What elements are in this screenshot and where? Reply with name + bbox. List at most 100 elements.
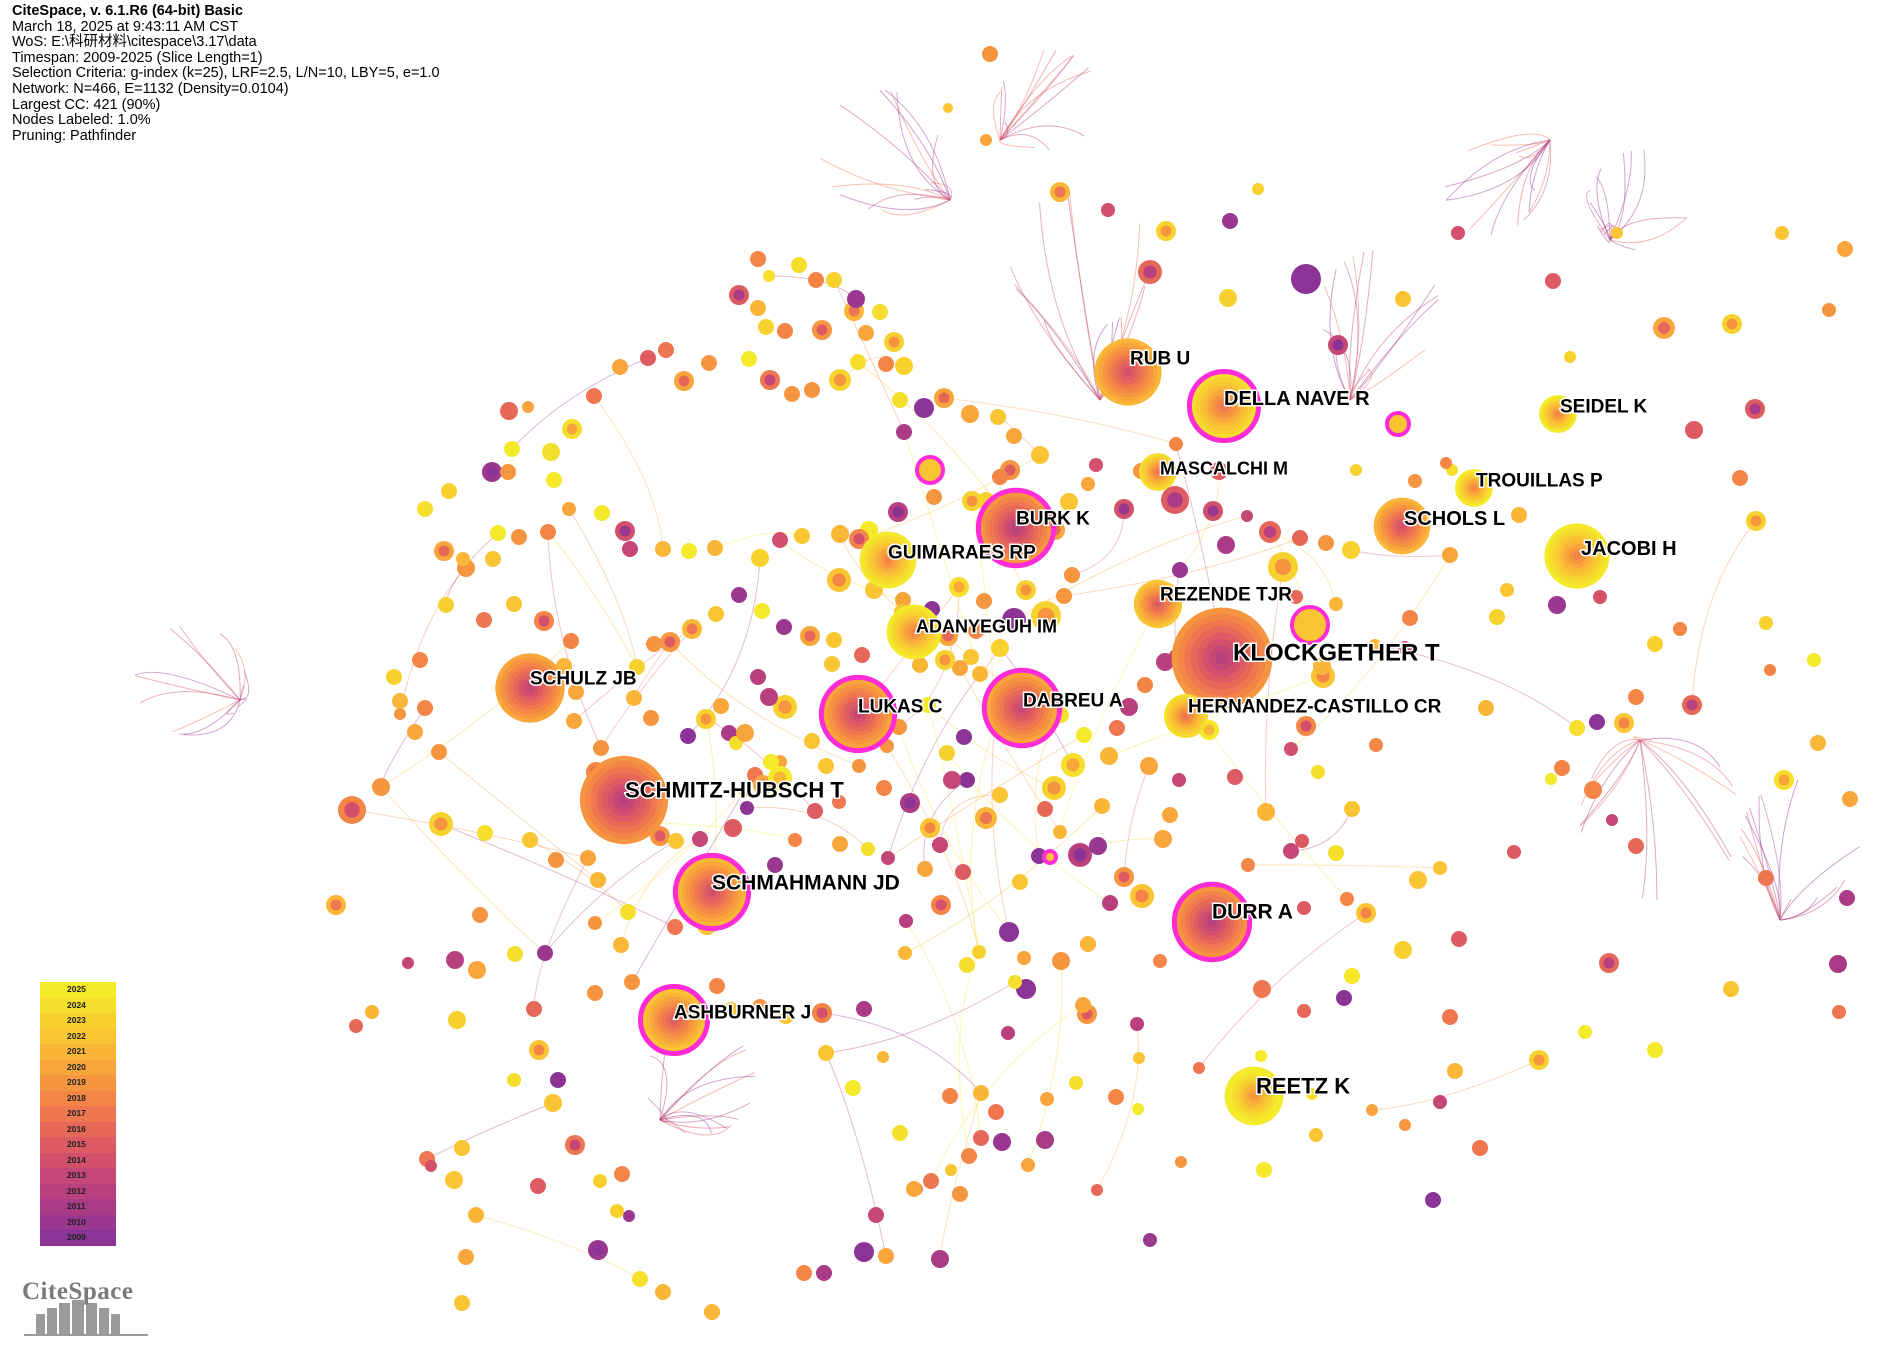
network-edge (1517, 139, 1551, 226)
network-node (1081, 477, 1095, 491)
network-node (1685, 421, 1703, 439)
network-node (826, 632, 842, 648)
network-node (456, 552, 470, 566)
node-burst-ring (975, 487, 1057, 569)
network-node (446, 951, 464, 969)
network-edge (1247, 864, 1441, 869)
node-label[interactable]: SCHOLS L (1403, 507, 1507, 532)
network-node (1100, 747, 1118, 765)
network-node (1318, 535, 1334, 551)
node-ring (853, 709, 863, 719)
node-label[interactable]: MASCALCHI M (1159, 457, 1290, 480)
node-burst-ring (1171, 881, 1253, 963)
network-node (1366, 1104, 1378, 1116)
network-node (1292, 530, 1308, 546)
network-node (562, 502, 576, 516)
network-edge (659, 1119, 732, 1136)
node-label[interactable]: KLOCKGETHER T (1232, 638, 1442, 668)
network-node (1021, 1158, 1035, 1172)
network-node (1017, 951, 1031, 965)
network-node (1012, 874, 1028, 890)
network-node-ring (853, 533, 865, 545)
network-edge (999, 125, 1085, 141)
legend-year-2021: 2021 (40, 1044, 116, 1060)
network-node (1832, 1005, 1846, 1019)
network-edge (999, 121, 1009, 141)
network-edge (1123, 765, 1150, 878)
network-edge (1639, 737, 1721, 768)
network-node-ring (918, 402, 930, 414)
network-node (431, 744, 447, 760)
node-label[interactable]: RUB U (1129, 347, 1192, 371)
network-node (945, 1164, 957, 1176)
network-node (895, 592, 911, 608)
node-label[interactable]: REZENDE TJR (1159, 583, 1294, 607)
network-node (763, 754, 779, 770)
network-node (906, 1181, 922, 1197)
node-label[interactable]: BURK K (1015, 507, 1092, 531)
node-label[interactable]: JACOBI H (1580, 537, 1679, 562)
network-node (1500, 583, 1514, 597)
node-label[interactable]: SCHMITZ-HUBSCH T (624, 776, 846, 804)
network-node (1329, 597, 1343, 611)
network-node (1257, 803, 1275, 821)
node-label[interactable]: ASHBURNER J (673, 1001, 813, 1025)
network-edge (659, 1119, 729, 1129)
network-node (504, 441, 520, 457)
network-node (613, 937, 629, 953)
network-node (1472, 1140, 1488, 1156)
network-edge (991, 722, 1010, 933)
node-label[interactable]: SEIDEL K (1559, 395, 1650, 419)
node-label[interactable]: ADANYEGUH IM (915, 615, 1059, 638)
node-label[interactable]: HERNANDEZ-CASTILLO CR (1187, 695, 1444, 719)
node-label[interactable]: DELLA NAVE R (1223, 387, 1372, 412)
network-edge (820, 158, 951, 201)
network-edge (659, 1045, 744, 1121)
node-label[interactable]: TROUILLAS P (1475, 469, 1605, 493)
network-edge (832, 183, 951, 201)
network-node (1545, 773, 1557, 785)
node-label[interactable]: DABREU A (1022, 689, 1125, 713)
info-line-largest-cc: Largest CC: 421 (90%) (12, 96, 161, 113)
network-edge (1639, 739, 1658, 900)
network-edge (1063, 537, 1301, 597)
network-edge (440, 823, 676, 928)
network-edge (958, 951, 980, 1157)
network-node (1545, 273, 1561, 289)
network-edge (999, 67, 1089, 141)
node-label[interactable]: SCHULZ JB (529, 667, 639, 691)
network-edge (1740, 828, 1781, 921)
network-node (1162, 807, 1178, 823)
node-label[interactable]: LUKAS C (857, 695, 945, 719)
network-node-ring (833, 373, 847, 387)
node-label[interactable]: SCHMAHMANN JD (711, 870, 902, 896)
node-label[interactable]: REETZ K (1255, 1072, 1352, 1100)
network-edge (1264, 566, 1284, 813)
node-label[interactable]: GUIMARAES RP (887, 541, 1038, 565)
network-edge (380, 786, 546, 954)
citespace-logo: CiteSpace (16, 1270, 156, 1340)
network-edge (1529, 139, 1551, 192)
legend-year-2023: 2023 (40, 1013, 116, 1029)
network-edge (999, 55, 1073, 141)
network-node (568, 684, 584, 700)
network-node-ring (1047, 781, 1061, 795)
network-node (365, 1005, 379, 1019)
legend-year-2018: 2018 (40, 1090, 116, 1106)
network-node-ring (1274, 558, 1292, 576)
network-node (1241, 510, 1253, 522)
network-edge (226, 699, 241, 715)
network-node-ring (1203, 724, 1215, 736)
network-node-ring (1618, 717, 1630, 729)
network-node-ring (1007, 613, 1021, 627)
node-label[interactable]: DURR A (1211, 899, 1295, 925)
network-node-ring (1167, 492, 1183, 508)
network-edge (1349, 368, 1372, 401)
network-edge (1585, 190, 1611, 241)
network-node (1153, 954, 1167, 968)
network-node (506, 596, 522, 612)
network-node-ring (344, 802, 360, 818)
network-node (758, 319, 774, 335)
network-node (972, 945, 986, 959)
